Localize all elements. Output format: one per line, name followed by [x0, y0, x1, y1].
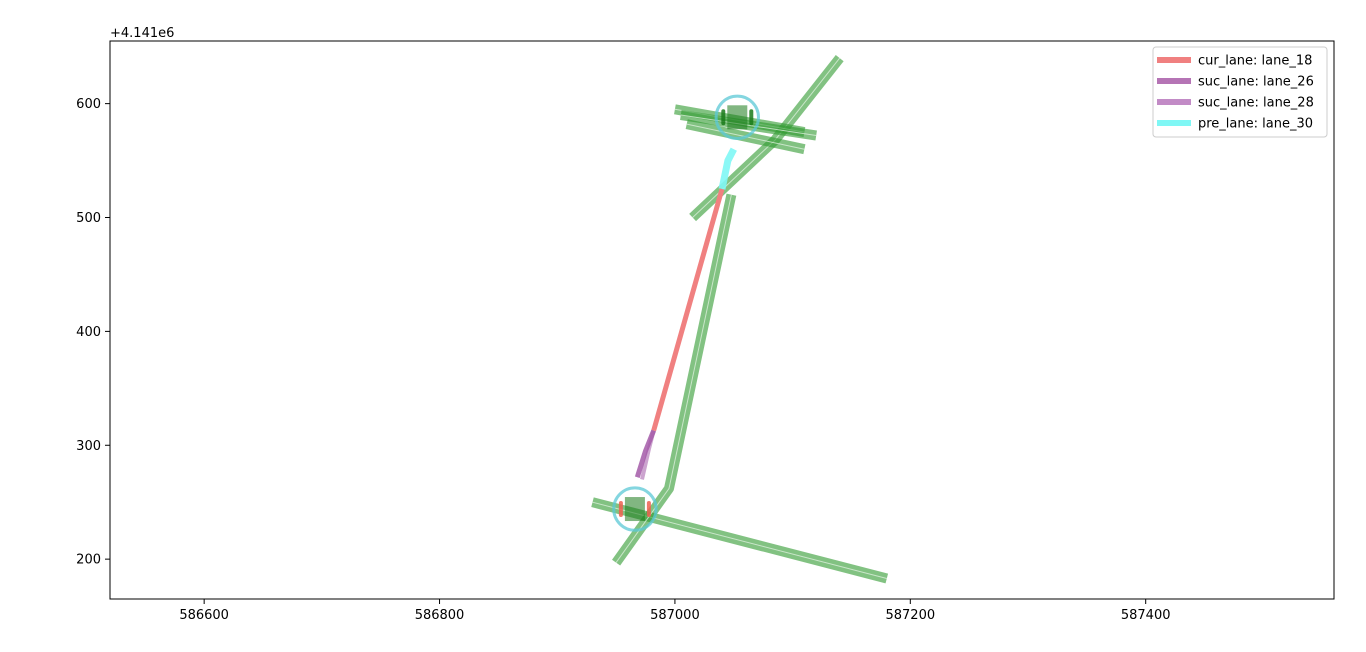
stop-mark-10-1	[749, 109, 754, 126]
x-tick-label-0: 586600	[179, 608, 229, 623]
stop-mark-10-0	[721, 109, 726, 126]
legend-frame	[1152, 46, 1328, 138]
x-tick-label-3: 587200	[885, 608, 935, 623]
suc-lane-line-7	[634, 429, 657, 478]
plot-area	[591, 55, 889, 584]
y-tick-label-3: 500	[76, 211, 101, 226]
legend-label-1: suc_lane: lane_26	[1198, 75, 1314, 90]
legend-label-2: suc_lane: lane_28	[1198, 96, 1314, 111]
x-tick-label-1: 586800	[415, 608, 465, 623]
junction-ring-10	[714, 94, 760, 140]
y-tick-label-1: 300	[76, 439, 101, 454]
y-tick-label-0: 200	[76, 553, 101, 568]
legend-label-3: pre_lane: lane_30	[1198, 117, 1313, 132]
stop-mark-11-0	[618, 501, 623, 518]
x-tick-label-2: 587000	[650, 608, 700, 623]
y-offset-label: +4.141e6	[110, 26, 174, 41]
road-centerline-2	[680, 114, 817, 136]
axes-frame	[109, 40, 1335, 600]
y-tick-label-2: 400	[76, 325, 101, 340]
junction-core-10	[727, 105, 748, 130]
x-axis: 586600 586800 587000 587200 587400	[179, 599, 1171, 623]
cur-lane-line-6	[651, 188, 725, 432]
stop-mark-11-1	[646, 501, 651, 518]
x-tick-label-4: 587400	[1121, 608, 1171, 623]
y-tick-label-4: 600	[76, 97, 101, 112]
legend: cur_lane: lane_18 suc_lane: lane_26 suc_la…	[1152, 46, 1328, 138]
pre-lane-line-9	[718, 147, 737, 190]
legend-label-0: cur_lane: lane_18	[1198, 54, 1312, 69]
road-centerline-5	[615, 194, 732, 563]
junction-core-11	[624, 497, 645, 522]
junction-ring-11	[612, 486, 658, 532]
y-axis: 200 300 400 500 600	[76, 97, 110, 568]
